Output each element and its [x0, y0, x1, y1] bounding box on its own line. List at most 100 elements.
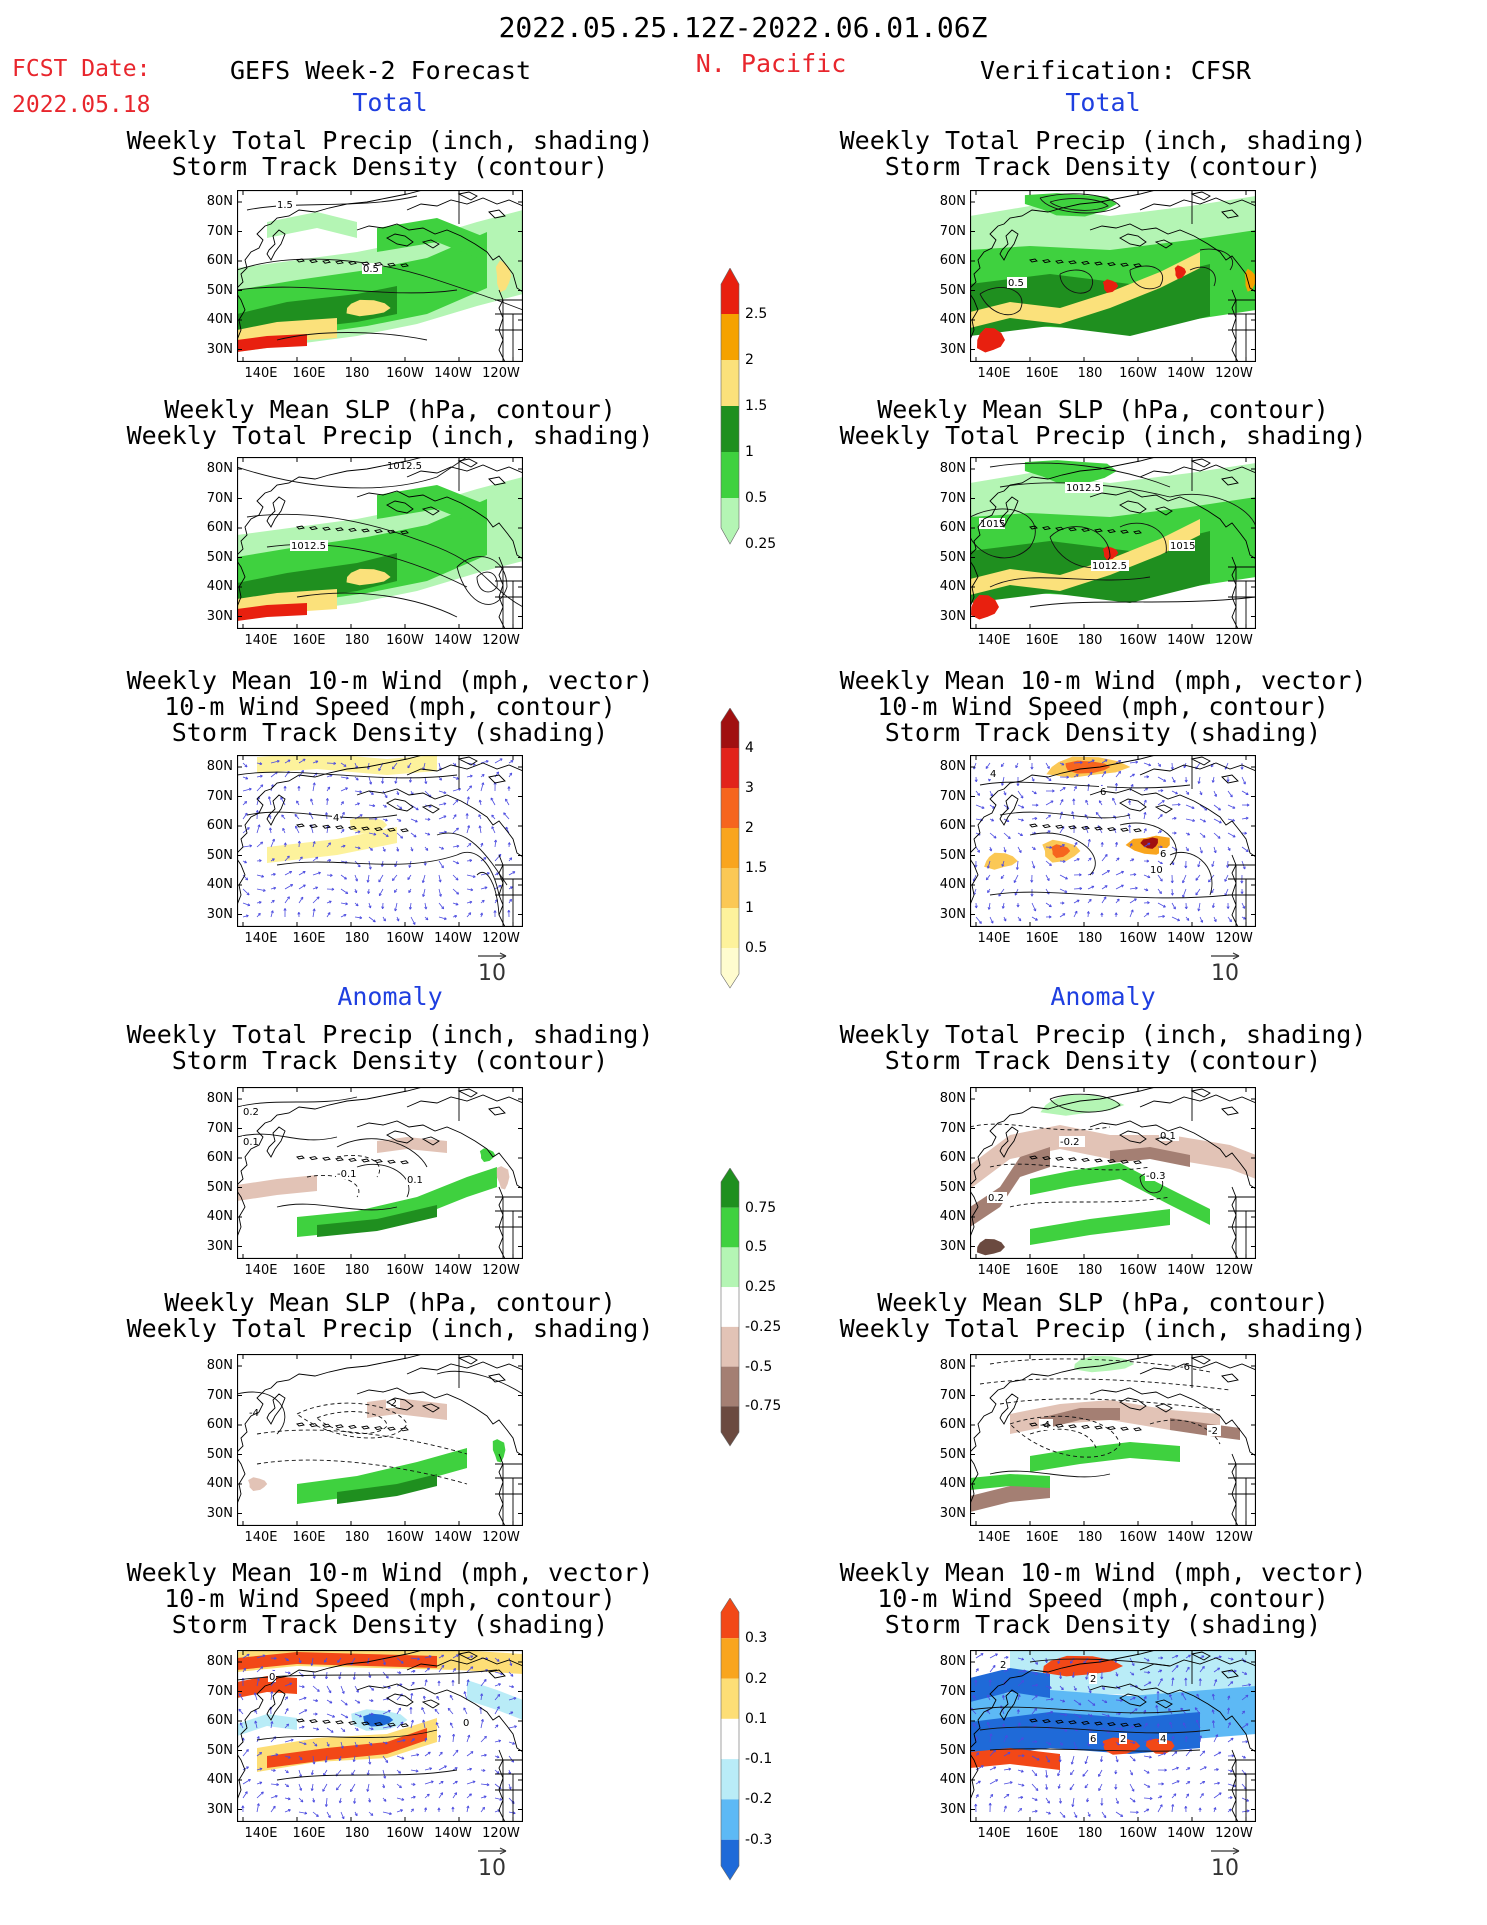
- lon-label: 160E: [1025, 633, 1059, 648]
- coastline: [970, 457, 1256, 629]
- map-panel-vf-an-wind: 2 2 6 2 4: [970, 1650, 1256, 1822]
- grid-frame: [237, 1650, 523, 1822]
- panel-title-line: Weekly Mean SLP (hPa, contour): [877, 1288, 1329, 1317]
- lon-label: 180: [1077, 1826, 1103, 1841]
- lat-label: 60N: [939, 253, 966, 268]
- colorbar-anom_precip: [719, 1167, 741, 1452]
- lon-label: 160E: [292, 633, 326, 648]
- lat-label: 70N: [939, 1387, 966, 1403]
- lon-label: 140W: [1167, 633, 1205, 648]
- lat-label: 40N: [939, 877, 966, 892]
- vector-reference: 10: [1211, 952, 1240, 986]
- lat-label: 60N: [206, 1417, 233, 1432]
- lon-label: 140E: [977, 1826, 1011, 1841]
- lat-label: 70N: [206, 788, 233, 804]
- colorbar-swatch: [721, 1799, 739, 1840]
- colorbar-label: 0.3: [745, 1630, 768, 1647]
- colorbar-swatch: [721, 1598, 739, 1639]
- panel-title-line: Weekly Mean SLP (hPa, contour): [164, 395, 616, 424]
- lon-label: 160W: [1119, 1826, 1157, 1841]
- lon-label: 160E: [1025, 931, 1059, 946]
- colorbar-swatch: [721, 1678, 739, 1719]
- colorbar-swatch: [721, 908, 739, 948]
- lat-label: 60N: [939, 520, 966, 535]
- lat-label: 30N: [206, 1505, 233, 1521]
- lon-label: 180: [344, 1530, 370, 1545]
- lon-label: 140W: [434, 1826, 472, 1841]
- colorbar-label: -0.5: [745, 1358, 773, 1375]
- lat-label: 80N: [939, 194, 966, 209]
- shading: [970, 193, 1256, 353]
- lon-label: 140W: [1167, 931, 1205, 946]
- panel-title-line: Weekly Total Precip (inch, shading): [839, 1314, 1367, 1343]
- lon-label: 180: [344, 366, 370, 381]
- colorbar-label: 2: [745, 820, 754, 836]
- lat-label: 60N: [939, 1150, 966, 1165]
- colorbar-swatch: [721, 268, 739, 314]
- colorbar-label: 2.5: [745, 306, 768, 322]
- lon-label: 180: [1077, 1530, 1103, 1545]
- lon-label: 140E: [244, 366, 278, 381]
- lon-label: 160E: [1025, 1530, 1059, 1545]
- contour-label: 4: [1160, 1734, 1166, 1745]
- lat-label: 30N: [939, 1801, 966, 1817]
- colorbar-swatch: [721, 1366, 739, 1407]
- panel-title-line: Storm Track Density (contour): [171, 152, 609, 181]
- verification-title: Verification: CFSR: [980, 56, 1251, 85]
- coastline: [237, 1650, 523, 1822]
- panel-title-vf-tot-slp: Weekly Mean SLP (hPa, contour) Weekly Tot…: [840, 397, 1367, 449]
- contour-label: 0.2: [243, 1107, 259, 1118]
- colorbar-total_storm: [719, 707, 741, 994]
- grid-frame: [970, 190, 1256, 362]
- contour-label: 2: [1120, 1734, 1126, 1745]
- colorbar-label: 3: [745, 780, 754, 796]
- lon-label: 160W: [386, 1826, 424, 1841]
- lon-label: 140W: [434, 931, 472, 946]
- colorbar-label: 1: [745, 900, 754, 916]
- colorbar-label: 0.2: [745, 1670, 768, 1687]
- lon-label: 180: [1077, 931, 1103, 946]
- lon-label: 160E: [292, 1530, 326, 1545]
- panel-title-line: 10-m Wind Speed (mph, contour): [164, 1584, 616, 1613]
- lat-label: 50N: [206, 282, 233, 298]
- colorbar-swatch: [721, 1759, 739, 1800]
- shading: [970, 1650, 1256, 1770]
- lat-label: 80N: [939, 1358, 966, 1373]
- map-panel-fc-tot-precip: 0.5 1.5: [237, 190, 523, 362]
- grid-frame: [970, 1354, 1256, 1526]
- contour-label: -0.2: [1060, 1137, 1080, 1148]
- lat-label: 30N: [939, 1505, 966, 1521]
- lat-label: 50N: [206, 1179, 233, 1195]
- lat-label: 80N: [939, 759, 966, 774]
- colorbar-label: 0.25: [745, 1279, 777, 1296]
- coastline: [237, 190, 523, 362]
- lon-label: 140W: [1167, 366, 1205, 381]
- lon-label: 140W: [434, 1530, 472, 1545]
- lat-label: 40N: [206, 1772, 233, 1787]
- panel-title-line: 10-m Wind Speed (mph, contour): [164, 692, 616, 721]
- lat-label: 50N: [206, 549, 233, 565]
- fcst-date-value: 2022.05.18: [12, 92, 151, 118]
- contour-label: 4: [333, 813, 339, 824]
- shading: [984, 756, 1170, 870]
- grid-frame: [237, 1354, 523, 1526]
- coastline: [970, 1650, 1256, 1822]
- coastline: [970, 1354, 1256, 1526]
- map-panel-fc-an-slp: -2 -4: [237, 1354, 523, 1526]
- lat-label: 40N: [939, 1209, 966, 1224]
- lon-label: 180: [1077, 633, 1103, 648]
- panel-title-line: Weekly Total Precip (inch, shading): [839, 421, 1367, 450]
- contour-label: -4: [249, 1408, 259, 1419]
- lat-label: 50N: [939, 549, 966, 565]
- contour-label: -6: [1180, 1362, 1190, 1373]
- lon-label: 120W: [1215, 1530, 1253, 1545]
- grid-frame: [970, 1087, 1256, 1259]
- shading: [970, 1355, 1240, 1512]
- contour-label: 0.5: [363, 264, 379, 275]
- contour-label: 0.1: [243, 1137, 259, 1148]
- lon-label: 180: [344, 1826, 370, 1841]
- contours: [979, 193, 1233, 316]
- map-panel-fc-tot-wind: 4: [237, 755, 523, 927]
- lon-label: 120W: [1215, 366, 1253, 381]
- lon-label: 140E: [244, 931, 278, 946]
